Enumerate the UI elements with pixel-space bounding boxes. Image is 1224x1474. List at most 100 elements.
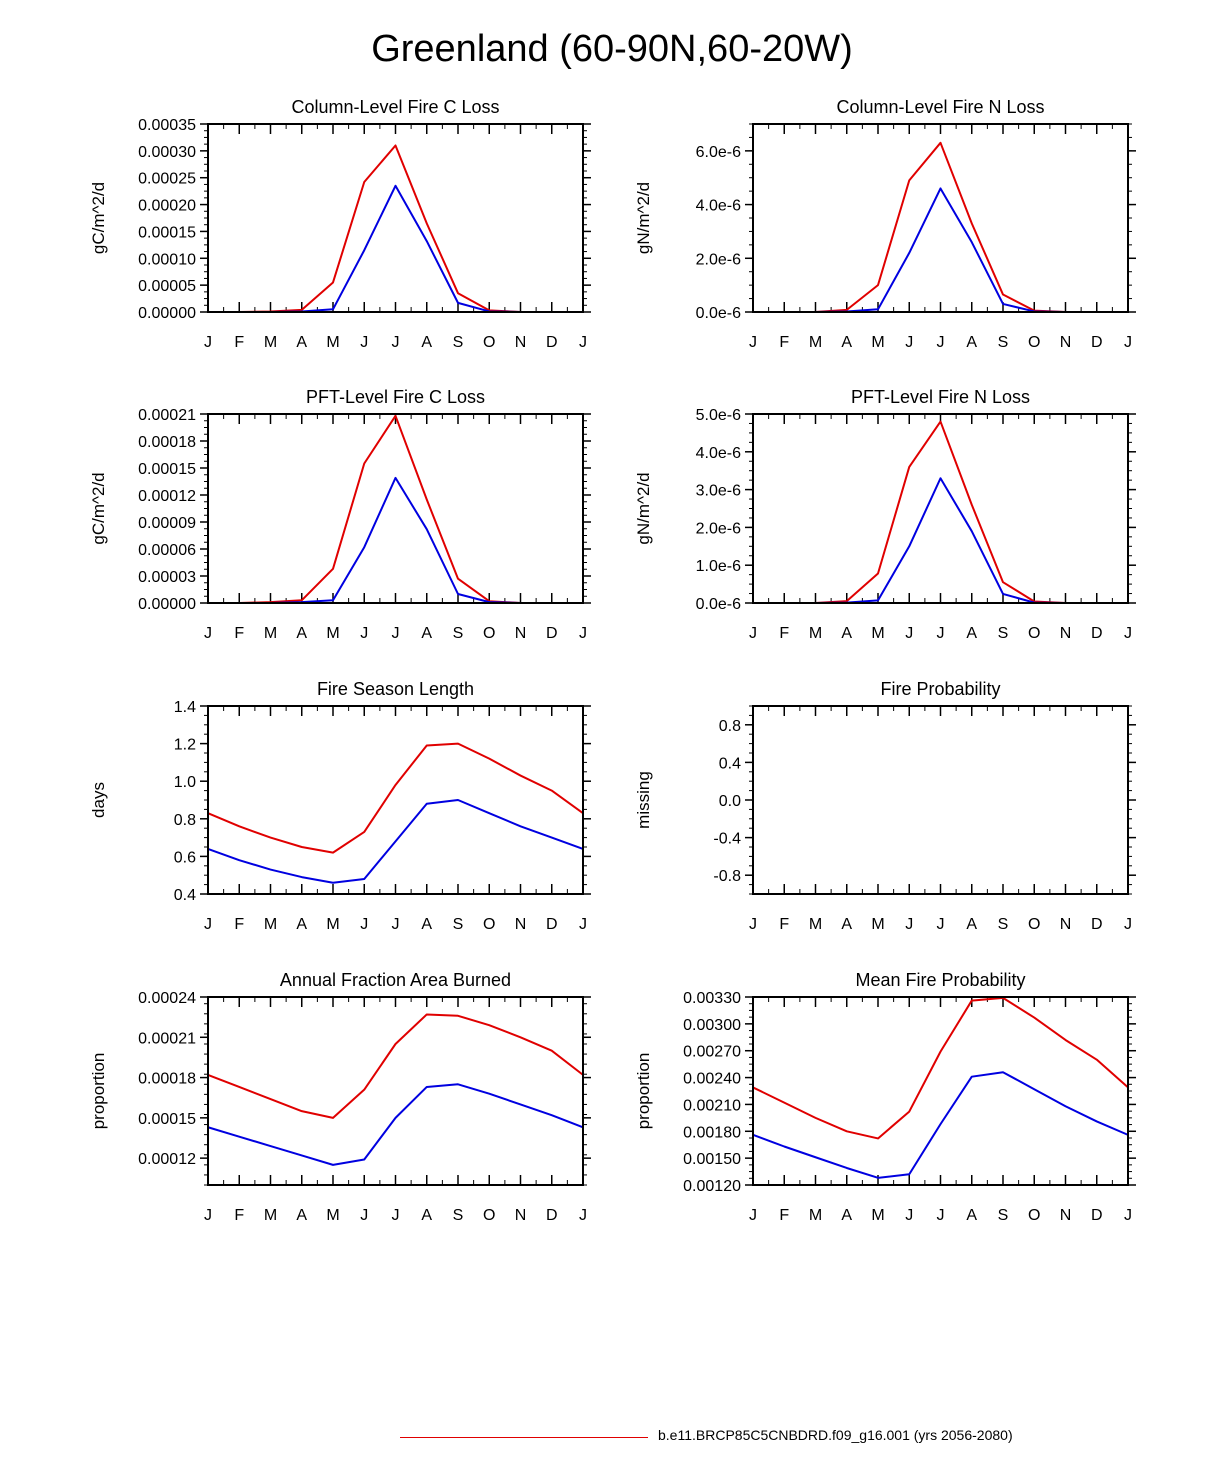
chart-mean-fire-probability: J F M A M J J A S O N D J 0.00120 0.00150 0.00180 0.0021… bbox=[634, 970, 1136, 1224]
x-tick-label: S bbox=[453, 1207, 464, 1224]
x-tick-label: N bbox=[515, 334, 527, 351]
y-axis-label: proportion bbox=[89, 1053, 108, 1130]
series-line-control bbox=[207, 1083, 584, 1166]
x-tick-label: A bbox=[296, 916, 307, 933]
x-tick-label: J bbox=[204, 625, 212, 642]
series-line-case bbox=[753, 420, 1128, 604]
y-tick-label: 0.0 bbox=[719, 793, 741, 810]
series-line-case bbox=[208, 144, 583, 313]
x-tick-label: J bbox=[905, 916, 913, 933]
x-tick-label: J bbox=[1124, 916, 1132, 933]
y-tick-label: 0.00012 bbox=[138, 1151, 196, 1168]
x-tick-label: D bbox=[546, 625, 558, 642]
y-tick-label: 0.4 bbox=[719, 755, 741, 772]
x-tick-label: J bbox=[937, 334, 945, 351]
y-axis-label: days bbox=[89, 782, 108, 818]
y-tick-label: 0.00150 bbox=[683, 1151, 741, 1168]
series-line-control bbox=[753, 187, 1128, 313]
x-tick-label: S bbox=[998, 625, 1009, 642]
x-tick-label: J bbox=[204, 916, 212, 933]
x-tick-label: A bbox=[841, 916, 852, 933]
x-tick-label: S bbox=[453, 334, 464, 351]
x-tick-label: M bbox=[871, 334, 884, 351]
x-tick-label: J bbox=[579, 625, 587, 642]
series-line-control bbox=[208, 184, 583, 313]
x-tick-label: S bbox=[453, 916, 464, 933]
x-tick-label: M bbox=[871, 1207, 884, 1224]
x-tick-label: M bbox=[264, 334, 277, 351]
x-tick-label: O bbox=[1028, 1207, 1040, 1224]
y-tick-label: 0.0e-6 bbox=[696, 596, 741, 613]
x-tick-label: D bbox=[546, 916, 558, 933]
x-tick-label: O bbox=[1028, 334, 1040, 351]
legend: b.e11.BRCP85C5CNBDRD.f09_g16.001 (yrs 20… bbox=[400, 1426, 1100, 1450]
x-tick-label: M bbox=[326, 334, 339, 351]
series-line-case bbox=[207, 1013, 584, 1119]
x-tick-label: M bbox=[871, 916, 884, 933]
plot-frame bbox=[207, 705, 584, 895]
y-tick-label: 0.00000 bbox=[138, 305, 196, 322]
y-tick-label: 0.00003 bbox=[138, 569, 196, 586]
chart-fire-probability: J F M A M J J A S O N D J -0.8 -0.4 0.0 0.4 0.8 Fire Proba… bbox=[634, 679, 1136, 933]
x-tick-label: S bbox=[998, 916, 1009, 933]
x-tick-label: F bbox=[779, 334, 789, 351]
chart-fire-season-length: J F M A M J J A S O N D J 0.4 0.6 0.8 1.0 1.2 1.4 Fire Seas… bbox=[89, 679, 591, 933]
x-tick-label: A bbox=[421, 625, 432, 642]
x-tick-label: J bbox=[579, 334, 587, 351]
x-tick-label: M bbox=[264, 625, 277, 642]
series-line-control bbox=[207, 799, 584, 884]
y-tick-label: 0.00018 bbox=[138, 434, 196, 451]
x-tick-label: O bbox=[483, 334, 495, 351]
series-line-control bbox=[753, 477, 1128, 604]
x-tick-label: D bbox=[546, 1207, 558, 1224]
x-tick-label: A bbox=[966, 334, 977, 351]
x-tick-label: J bbox=[579, 916, 587, 933]
x-tick-label: O bbox=[1028, 625, 1040, 642]
x-tick-label: A bbox=[966, 1207, 977, 1224]
x-tick-label: M bbox=[809, 334, 822, 351]
y-axis-label: gN/m^2/d bbox=[634, 472, 653, 544]
x-tick-label: A bbox=[296, 1207, 307, 1224]
x-tick-label: F bbox=[779, 625, 789, 642]
plot-frame bbox=[752, 123, 1129, 313]
x-tick-label: D bbox=[1091, 1207, 1103, 1224]
y-tick-label: 0.00330 bbox=[683, 990, 741, 1007]
x-tick-label: M bbox=[871, 625, 884, 642]
series-line-case bbox=[207, 742, 584, 854]
y-tick-label: 0.00210 bbox=[683, 1097, 741, 1114]
x-tick-label: J bbox=[937, 916, 945, 933]
y-tick-label: 0.00021 bbox=[138, 407, 196, 424]
y-tick-label: 0.00015 bbox=[138, 461, 196, 478]
x-tick-label: D bbox=[1091, 334, 1103, 351]
x-tick-label: A bbox=[841, 334, 852, 351]
chart-pft-n-loss: J F M A M J J A S O N D J 0.0e-6 1.0e-6 2.0e-6 3.0e-6 4.0… bbox=[634, 387, 1136, 642]
y-tick-label: 1.0 bbox=[174, 774, 196, 791]
x-tick-label: J bbox=[905, 625, 913, 642]
series-line-case bbox=[208, 414, 583, 604]
x-tick-label: J bbox=[392, 916, 400, 933]
y-tick-label: 0.00120 bbox=[683, 1178, 741, 1195]
chart-title: Fire Probability bbox=[880, 679, 1000, 699]
y-tick-label: 0.00021 bbox=[138, 1030, 196, 1047]
y-tick-label: 2.0e-6 bbox=[696, 251, 741, 268]
y-tick-label: 4.0e-6 bbox=[696, 198, 741, 215]
x-tick-label: N bbox=[515, 625, 527, 642]
plot-frame bbox=[207, 123, 584, 313]
x-tick-label: A bbox=[421, 916, 432, 933]
series-line-case bbox=[752, 996, 1129, 1140]
x-tick-label: J bbox=[749, 625, 757, 642]
y-tick-label: 0.00300 bbox=[683, 1017, 741, 1034]
legend-label: b.e11.BRCP85C5CNBDRD.f09_g16.001 (yrs 20… bbox=[658, 1427, 1013, 1443]
y-tick-label: 0.00024 bbox=[138, 990, 196, 1007]
x-tick-label: M bbox=[809, 916, 822, 933]
x-tick-label: J bbox=[360, 916, 368, 933]
x-tick-label: D bbox=[546, 334, 558, 351]
x-tick-label: J bbox=[749, 916, 757, 933]
x-tick-label: F bbox=[779, 916, 789, 933]
x-tick-label: J bbox=[360, 625, 368, 642]
x-tick-label: A bbox=[421, 1207, 432, 1224]
x-tick-label: M bbox=[264, 916, 277, 933]
x-tick-label: M bbox=[326, 1207, 339, 1224]
x-tick-label: N bbox=[1060, 916, 1072, 933]
plot-frame bbox=[752, 413, 1129, 604]
